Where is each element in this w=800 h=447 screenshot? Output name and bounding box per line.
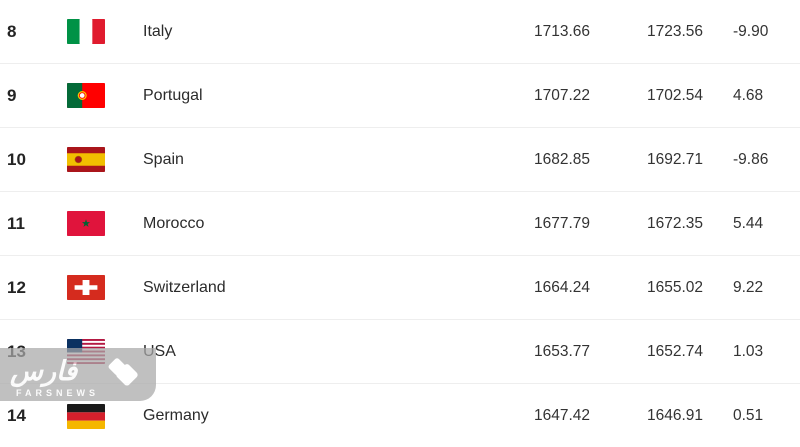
svg-text:FARSNEWS: FARSNEWS bbox=[16, 388, 99, 398]
svg-text:فارس: فارس bbox=[9, 356, 78, 388]
